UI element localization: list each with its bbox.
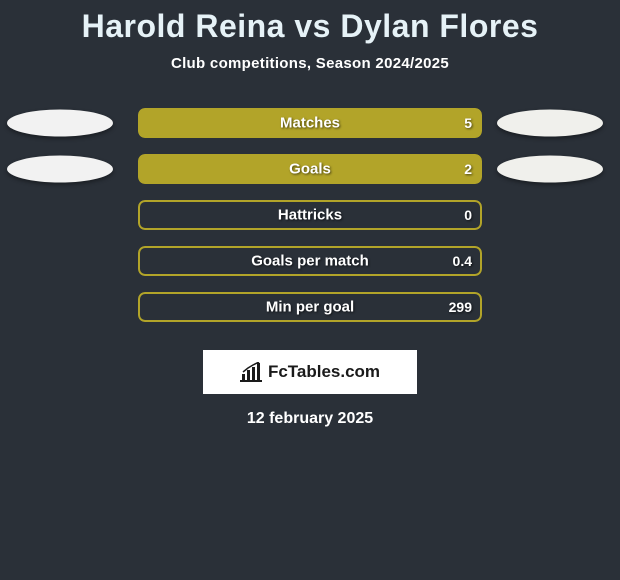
chart-icon xyxy=(240,362,262,382)
left-ellipse xyxy=(7,156,113,183)
stats-rows: Matches5Goals2Hattricks0Goals per match0… xyxy=(0,100,620,330)
stat-row: Hattricks0 xyxy=(0,192,620,238)
stat-value: 5 xyxy=(464,115,472,131)
stat-label: Matches xyxy=(138,115,482,132)
left-ellipse xyxy=(7,110,113,137)
stat-bar: Matches5 xyxy=(138,108,482,138)
stat-row: Min per goal299 xyxy=(0,284,620,330)
player2-name: Dylan Flores xyxy=(340,8,538,44)
stat-bar: Goals2 xyxy=(138,154,482,184)
right-ellipse xyxy=(497,110,603,137)
stat-label: Goals xyxy=(138,161,482,178)
stat-bar: Hattricks0 xyxy=(138,200,482,230)
stat-value: 0 xyxy=(464,207,472,223)
stat-value: 0.4 xyxy=(453,253,472,269)
page-title: Harold Reina vs Dylan Flores xyxy=(0,0,620,45)
date-text: 12 february 2025 xyxy=(0,410,620,428)
stat-row: Goals2 xyxy=(0,146,620,192)
player1-name: Harold Reina xyxy=(82,8,285,44)
right-ellipse xyxy=(497,156,603,183)
stat-row: Matches5 xyxy=(0,100,620,146)
stat-value: 2 xyxy=(464,161,472,177)
logo-box: FcTables.com xyxy=(203,350,417,394)
stat-label: Goals per match xyxy=(138,253,482,270)
stat-label: Min per goal xyxy=(138,299,482,316)
vs-text: vs xyxy=(294,8,331,44)
stat-bar: Min per goal299 xyxy=(138,292,482,322)
stat-label: Hattricks xyxy=(138,207,482,224)
stat-value: 299 xyxy=(449,299,472,315)
logo-text: FcTables.com xyxy=(268,362,380,382)
stat-bar: Goals per match0.4 xyxy=(138,246,482,276)
subtitle: Club competitions, Season 2024/2025 xyxy=(0,55,620,72)
stat-row: Goals per match0.4 xyxy=(0,238,620,284)
